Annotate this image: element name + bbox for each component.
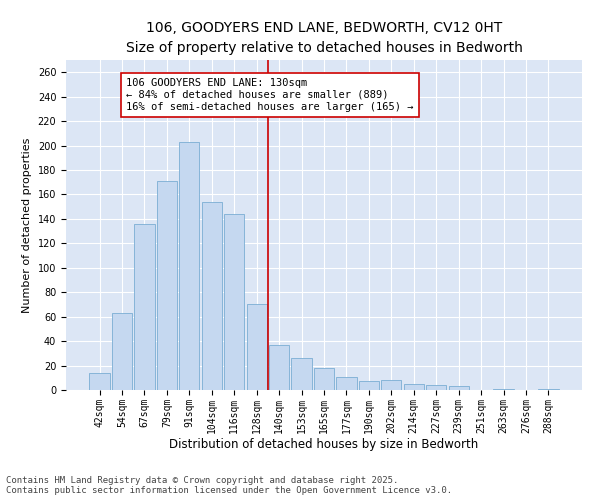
Bar [89,373,110,390]
Bar [493,389,514,390]
Text: 106 GOODYERS END LANE: 130sqm
← 84% of detached houses are smaller (889)
16% of : 106 GOODYERS END LANE: 130sqm ← 84% of d… [127,78,414,112]
Bar [202,202,222,390]
Text: Contains HM Land Registry data © Crown copyright and database right 2025.
Contai: Contains HM Land Registry data © Crown c… [6,476,452,495]
Bar [134,224,155,390]
Bar [381,380,401,390]
X-axis label: Distribution of detached houses by size in Bedworth: Distribution of detached houses by size … [169,438,479,452]
Title: 106, GOODYERS END LANE, BEDWORTH, CV12 0HT
Size of property relative to detached: 106, GOODYERS END LANE, BEDWORTH, CV12 0… [125,21,523,54]
Bar [247,304,267,390]
Bar [426,385,446,390]
Bar [359,382,379,390]
Bar [538,389,559,390]
Bar [449,386,469,390]
Bar [314,368,334,390]
Bar [404,384,424,390]
Y-axis label: Number of detached properties: Number of detached properties [22,138,32,312]
Bar [269,345,289,390]
Bar [337,376,356,390]
Bar [157,181,177,390]
Bar [224,214,244,390]
Bar [179,142,199,390]
Bar [112,313,132,390]
Bar [292,358,311,390]
